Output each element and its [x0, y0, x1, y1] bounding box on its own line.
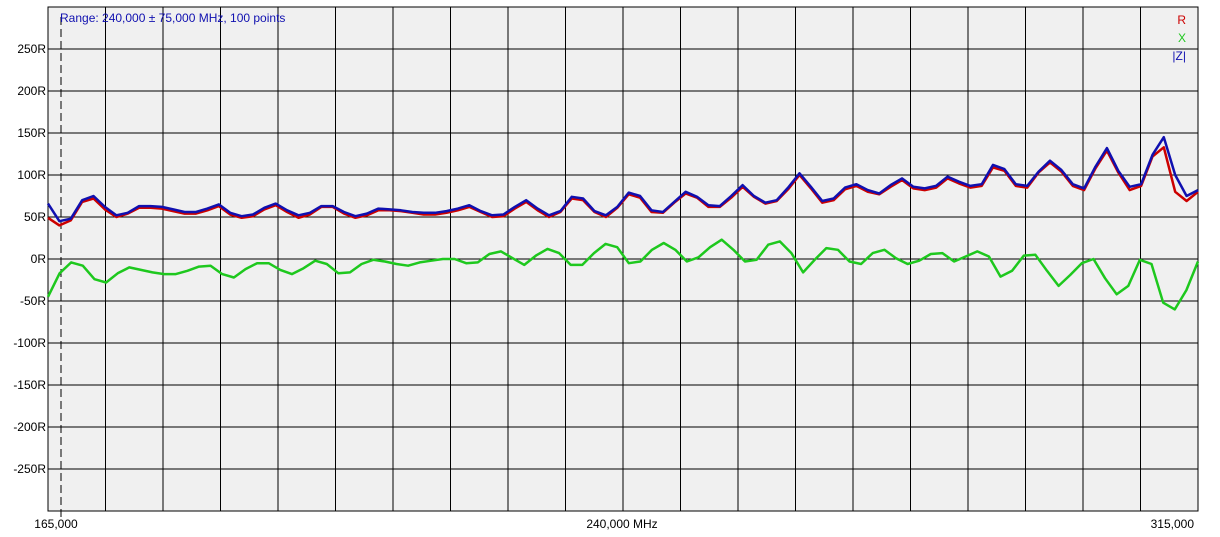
y-tick-label: 200R [17, 84, 46, 98]
legend-entry: X [1178, 31, 1186, 45]
y-tick-label: 150R [17, 126, 46, 140]
y-tick-label: -150R [13, 378, 46, 392]
y-tick-label: -100R [13, 336, 46, 350]
y-tick-label: 250R [17, 42, 46, 56]
x-tick-label-center: 240,000 MHz [586, 517, 657, 531]
y-tick-label: -50R [20, 294, 46, 308]
legend: RX |Z| [1172, 13, 1186, 63]
series-layer [46, 135, 1200, 311]
x-tick-label-start: 165,000 [34, 517, 78, 531]
legend-entry: R [1177, 13, 1186, 27]
y-tick-label: 50R [24, 210, 46, 224]
y-tick-label: 100R [17, 168, 46, 182]
range-annotation: Range: 240,000 ± 75,000 MHz, 100 points [60, 11, 285, 25]
x-tick-label-end: 315,000 [1151, 517, 1195, 531]
series-line-x [46, 238, 1200, 311]
legend-entry: |Z| [1172, 49, 1186, 63]
series-line-z [46, 135, 1199, 223]
y-tick-label: -200R [13, 420, 46, 434]
y-tick-label: -250R [13, 462, 46, 476]
y-tick-label: 0R [31, 252, 47, 266]
grid [48, 7, 1198, 511]
y-tick-labels: 250R 200R 150R 100R 50R 0R -50R -100R -150R -200R… [13, 42, 46, 476]
